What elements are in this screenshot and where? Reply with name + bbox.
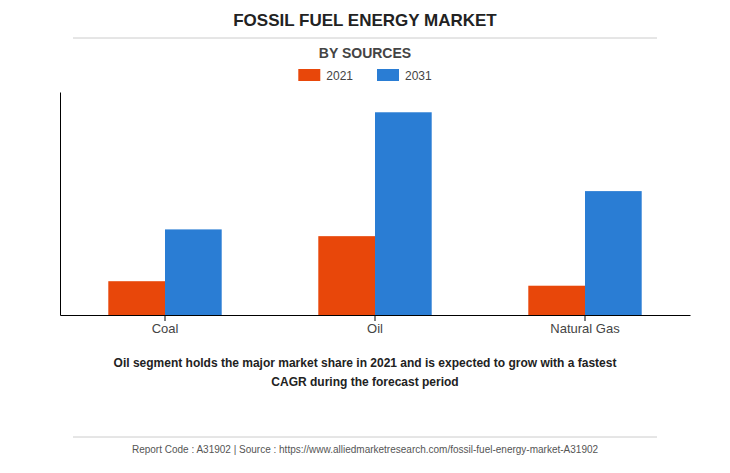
- x-tick-label: Oil: [367, 321, 383, 336]
- legend-item: 2021: [298, 69, 353, 83]
- legend: 2021 2031: [298, 69, 432, 83]
- y-axis: [60, 93, 61, 316]
- legend-label: 2021: [326, 69, 353, 83]
- x-tick-label: Coal: [152, 321, 179, 336]
- bar-series: [165, 112, 642, 315]
- footer-rule: [73, 437, 657, 438]
- legend-label: 2031: [405, 69, 432, 83]
- title-rule: [73, 38, 657, 39]
- x-axis: Coal Oil Natural Gas: [61, 315, 691, 336]
- report-code: Report Code : A31902 | Source : https://…: [132, 444, 599, 455]
- legend-item: 2031: [377, 69, 432, 83]
- annotation-line: CAGR during the forecast period: [271, 375, 458, 389]
- title: FOSSIL FUEL ENERGY MARKET: [233, 11, 497, 30]
- chart-container: FOSSIL FUEL ENERGY MARKETBY SOURCES20212…: [0, 0, 730, 473]
- x-tick: Coal: [152, 315, 179, 336]
- subtitle: BY SOURCES: [319, 45, 411, 61]
- annotation-line: Oil segment holds the major market share…: [114, 356, 617, 370]
- legend-swatch: [377, 69, 399, 81]
- bar: [165, 229, 222, 315]
- x-tick: Natural Gas: [550, 315, 620, 336]
- bar: [528, 286, 585, 315]
- footer-text: Oil segment holds the major market share…: [114, 356, 617, 389]
- bar: [318, 236, 375, 315]
- bars: [108, 112, 641, 315]
- x-tick-mark: [165, 315, 166, 321]
- legend-swatch: [298, 69, 320, 81]
- bar: [108, 281, 165, 315]
- x-tick: Oil: [367, 315, 383, 336]
- bar: [375, 112, 432, 315]
- x-tick-mark: [375, 315, 376, 321]
- y-axis-line: [60, 93, 61, 316]
- annotation-line: Report Code : A31902 | Source : https://…: [132, 444, 599, 455]
- x-tick-mark: [585, 315, 586, 321]
- chart-svg: FOSSIL FUEL ENERGY MARKETBY SOURCES20212…: [0, 0, 730, 473]
- bar: [585, 191, 642, 315]
- x-tick-label: Natural Gas: [550, 321, 620, 336]
